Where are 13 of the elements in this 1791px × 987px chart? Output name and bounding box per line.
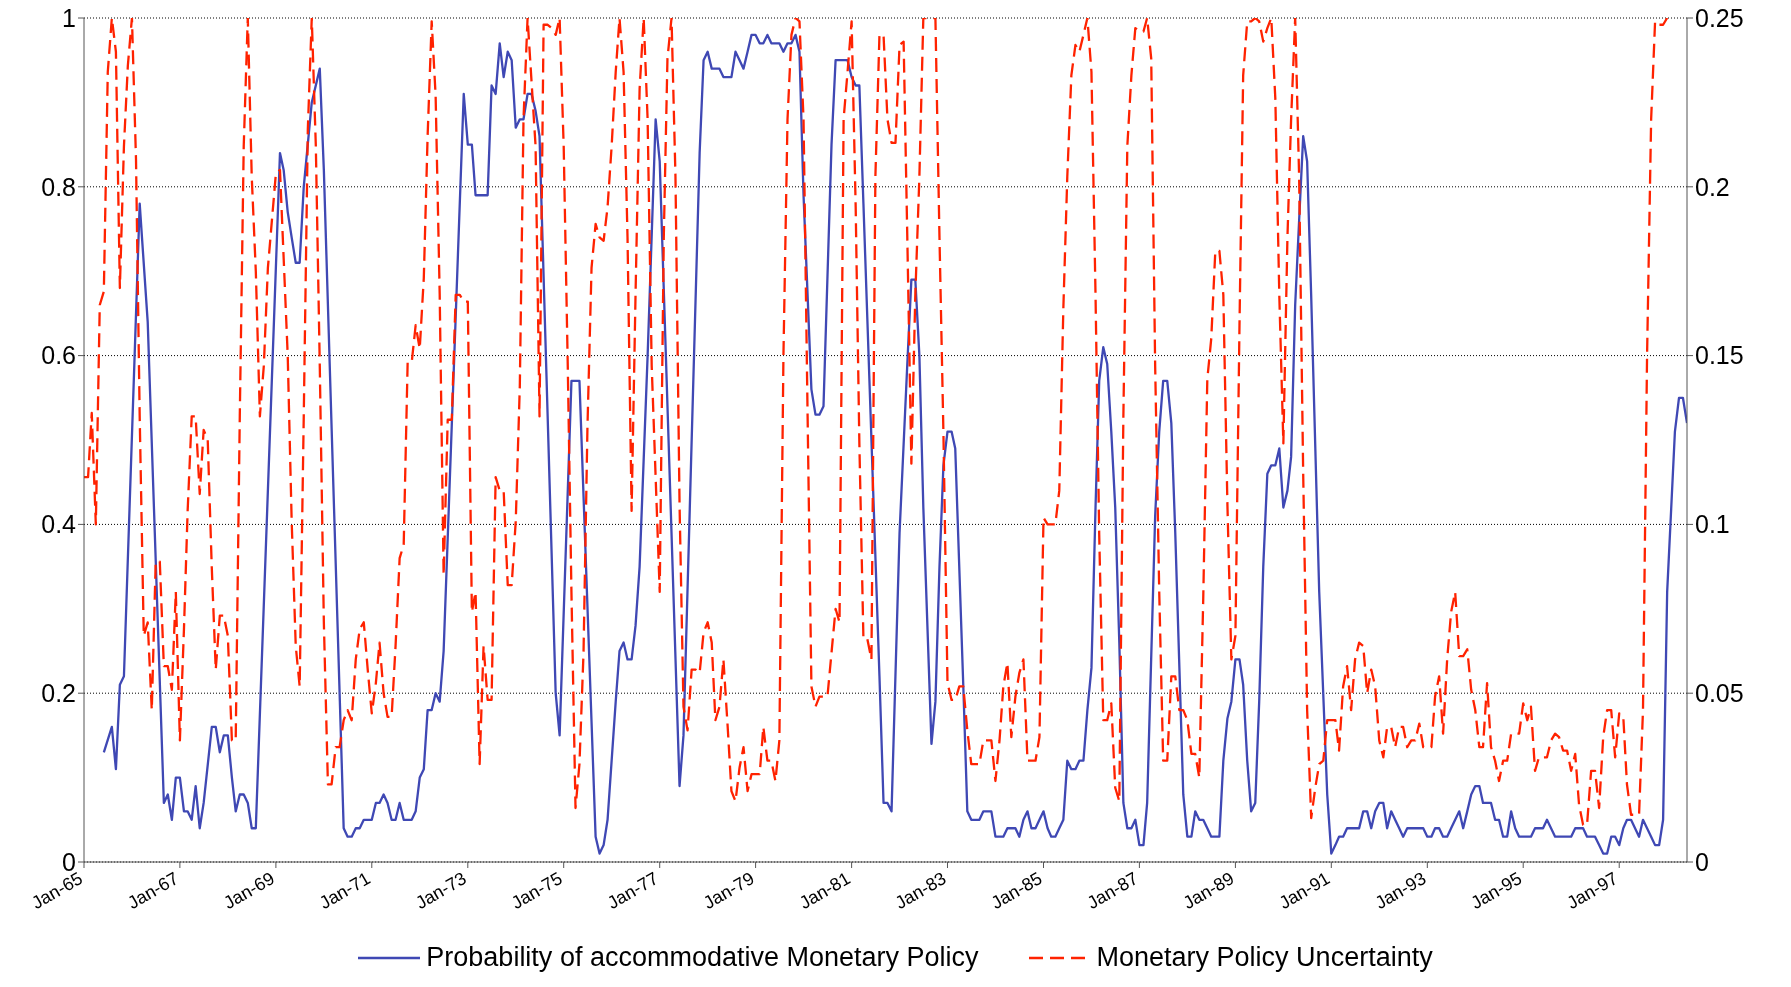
y-tick-label: 0.8	[41, 172, 76, 201]
y2-tick-label: 0.2	[1695, 172, 1730, 201]
y2-tick-label: 0.15	[1695, 341, 1744, 370]
y-tick-label: 0.2	[41, 679, 76, 708]
y-tick-label: 1	[62, 3, 76, 32]
y2-tick-label: 0.05	[1695, 679, 1744, 708]
legend-label: Probability of accommodative Monetary Policy	[426, 942, 979, 973]
y2-tick-label: 0.25	[1695, 3, 1744, 32]
legend-label: Monetary Policy Uncertainty	[1096, 942, 1433, 973]
y-tick-label: 0.4	[41, 510, 77, 539]
y2-tick-label: 0	[1695, 847, 1709, 876]
y-tick-label: 0.6	[41, 341, 76, 370]
y2-tick-label: 0.1	[1695, 510, 1730, 539]
